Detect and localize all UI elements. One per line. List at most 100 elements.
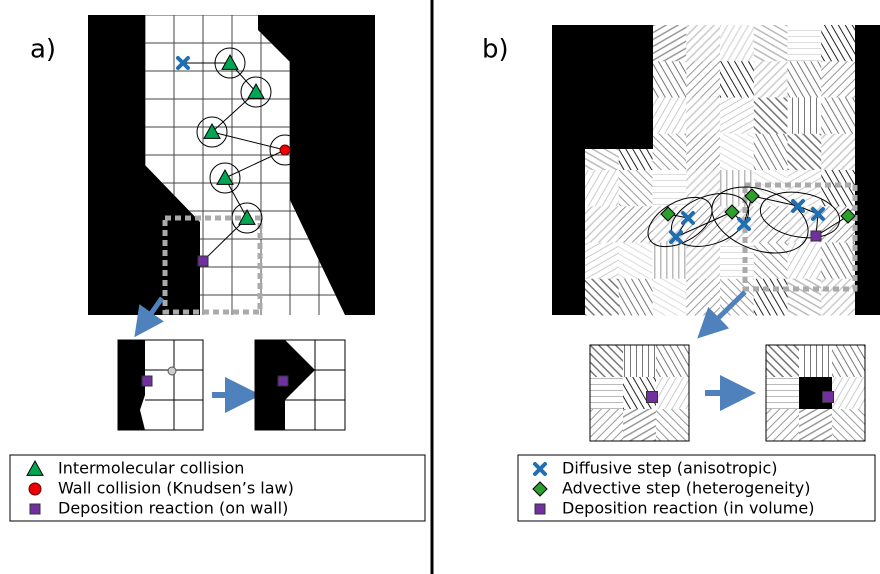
triangle xyxy=(238,208,256,225)
tile xyxy=(652,242,687,280)
square xyxy=(534,503,546,515)
tile xyxy=(832,377,865,409)
tile xyxy=(821,278,856,316)
triangle xyxy=(221,53,239,70)
legend-label: Wall collision (Knudsen’s law) xyxy=(58,479,294,498)
tile xyxy=(585,278,620,316)
diamond xyxy=(532,481,548,497)
zoom-before xyxy=(117,339,204,431)
zoom-after xyxy=(254,339,346,431)
tile xyxy=(720,61,755,98)
tile xyxy=(787,278,822,316)
tile xyxy=(656,377,689,409)
square xyxy=(29,503,41,515)
zoom-arrow xyxy=(697,290,747,339)
panel-a xyxy=(9,15,426,522)
panel-label: a) xyxy=(30,35,56,65)
tile xyxy=(799,409,832,441)
tile xyxy=(618,278,653,316)
tile xyxy=(686,170,721,207)
tile xyxy=(766,377,799,409)
tile xyxy=(821,97,856,135)
legend-label: Intermolecular collision xyxy=(58,459,244,478)
tile xyxy=(585,242,620,280)
square xyxy=(197,255,209,267)
zoom-before xyxy=(589,344,690,442)
tile xyxy=(686,97,721,135)
legend-box xyxy=(517,454,876,522)
legend-label: Deposition reaction (on wall) xyxy=(58,499,288,518)
wall xyxy=(855,25,880,315)
tile xyxy=(585,206,620,243)
tile xyxy=(766,345,799,377)
diamond xyxy=(660,206,676,222)
tile xyxy=(821,133,856,171)
wall-hit xyxy=(28,482,42,496)
triangle xyxy=(26,459,44,476)
tile xyxy=(590,345,623,377)
tile xyxy=(623,345,656,377)
tile xyxy=(787,61,822,98)
tile xyxy=(821,242,856,280)
tile xyxy=(720,170,755,207)
triangle xyxy=(216,168,234,185)
tile xyxy=(623,409,656,441)
wall-hit xyxy=(279,144,291,156)
tile xyxy=(652,170,687,207)
legend-label: Deposition reaction (in volume) xyxy=(562,499,814,518)
zoom-after xyxy=(765,344,866,442)
tile xyxy=(766,409,799,441)
markers xyxy=(660,188,856,244)
wall xyxy=(552,25,585,315)
channel xyxy=(145,15,345,315)
tile xyxy=(753,25,788,62)
tile xyxy=(652,97,687,135)
triangle xyxy=(247,82,265,99)
wall xyxy=(585,25,653,149)
heterogeneous-medium xyxy=(552,25,880,316)
tile xyxy=(585,170,620,207)
tile xyxy=(618,170,653,207)
tile xyxy=(821,25,856,62)
diamond xyxy=(840,208,856,224)
markers xyxy=(176,53,291,267)
frame xyxy=(589,344,690,442)
tile xyxy=(753,133,788,171)
cross xyxy=(737,217,751,231)
tile xyxy=(686,278,721,316)
zoom-arrow xyxy=(134,296,165,338)
cross xyxy=(176,56,190,70)
tile xyxy=(686,61,721,98)
cross xyxy=(811,207,825,221)
cross xyxy=(533,462,547,476)
trajectory xyxy=(647,186,849,254)
tile xyxy=(787,242,822,280)
tile xyxy=(686,242,721,280)
tile xyxy=(618,206,653,243)
tile xyxy=(787,97,822,135)
tile xyxy=(821,170,856,207)
diamond xyxy=(744,188,760,204)
tile xyxy=(821,61,856,98)
tile xyxy=(618,242,653,280)
tile xyxy=(720,133,755,171)
diamond xyxy=(724,204,740,220)
tile xyxy=(656,345,689,377)
tile xyxy=(720,25,755,62)
tile xyxy=(753,206,788,243)
tile xyxy=(590,377,623,409)
triangle xyxy=(203,122,221,139)
square xyxy=(646,391,658,403)
tile xyxy=(652,25,687,62)
square xyxy=(822,391,834,403)
tile xyxy=(720,97,755,135)
frame xyxy=(765,344,866,442)
square xyxy=(810,230,822,242)
tile xyxy=(686,133,721,171)
cross xyxy=(791,199,805,213)
tile xyxy=(652,61,687,98)
tile xyxy=(753,97,788,135)
legend-box xyxy=(9,454,426,522)
legend-label: Advective step (heterogeneity) xyxy=(562,479,811,498)
